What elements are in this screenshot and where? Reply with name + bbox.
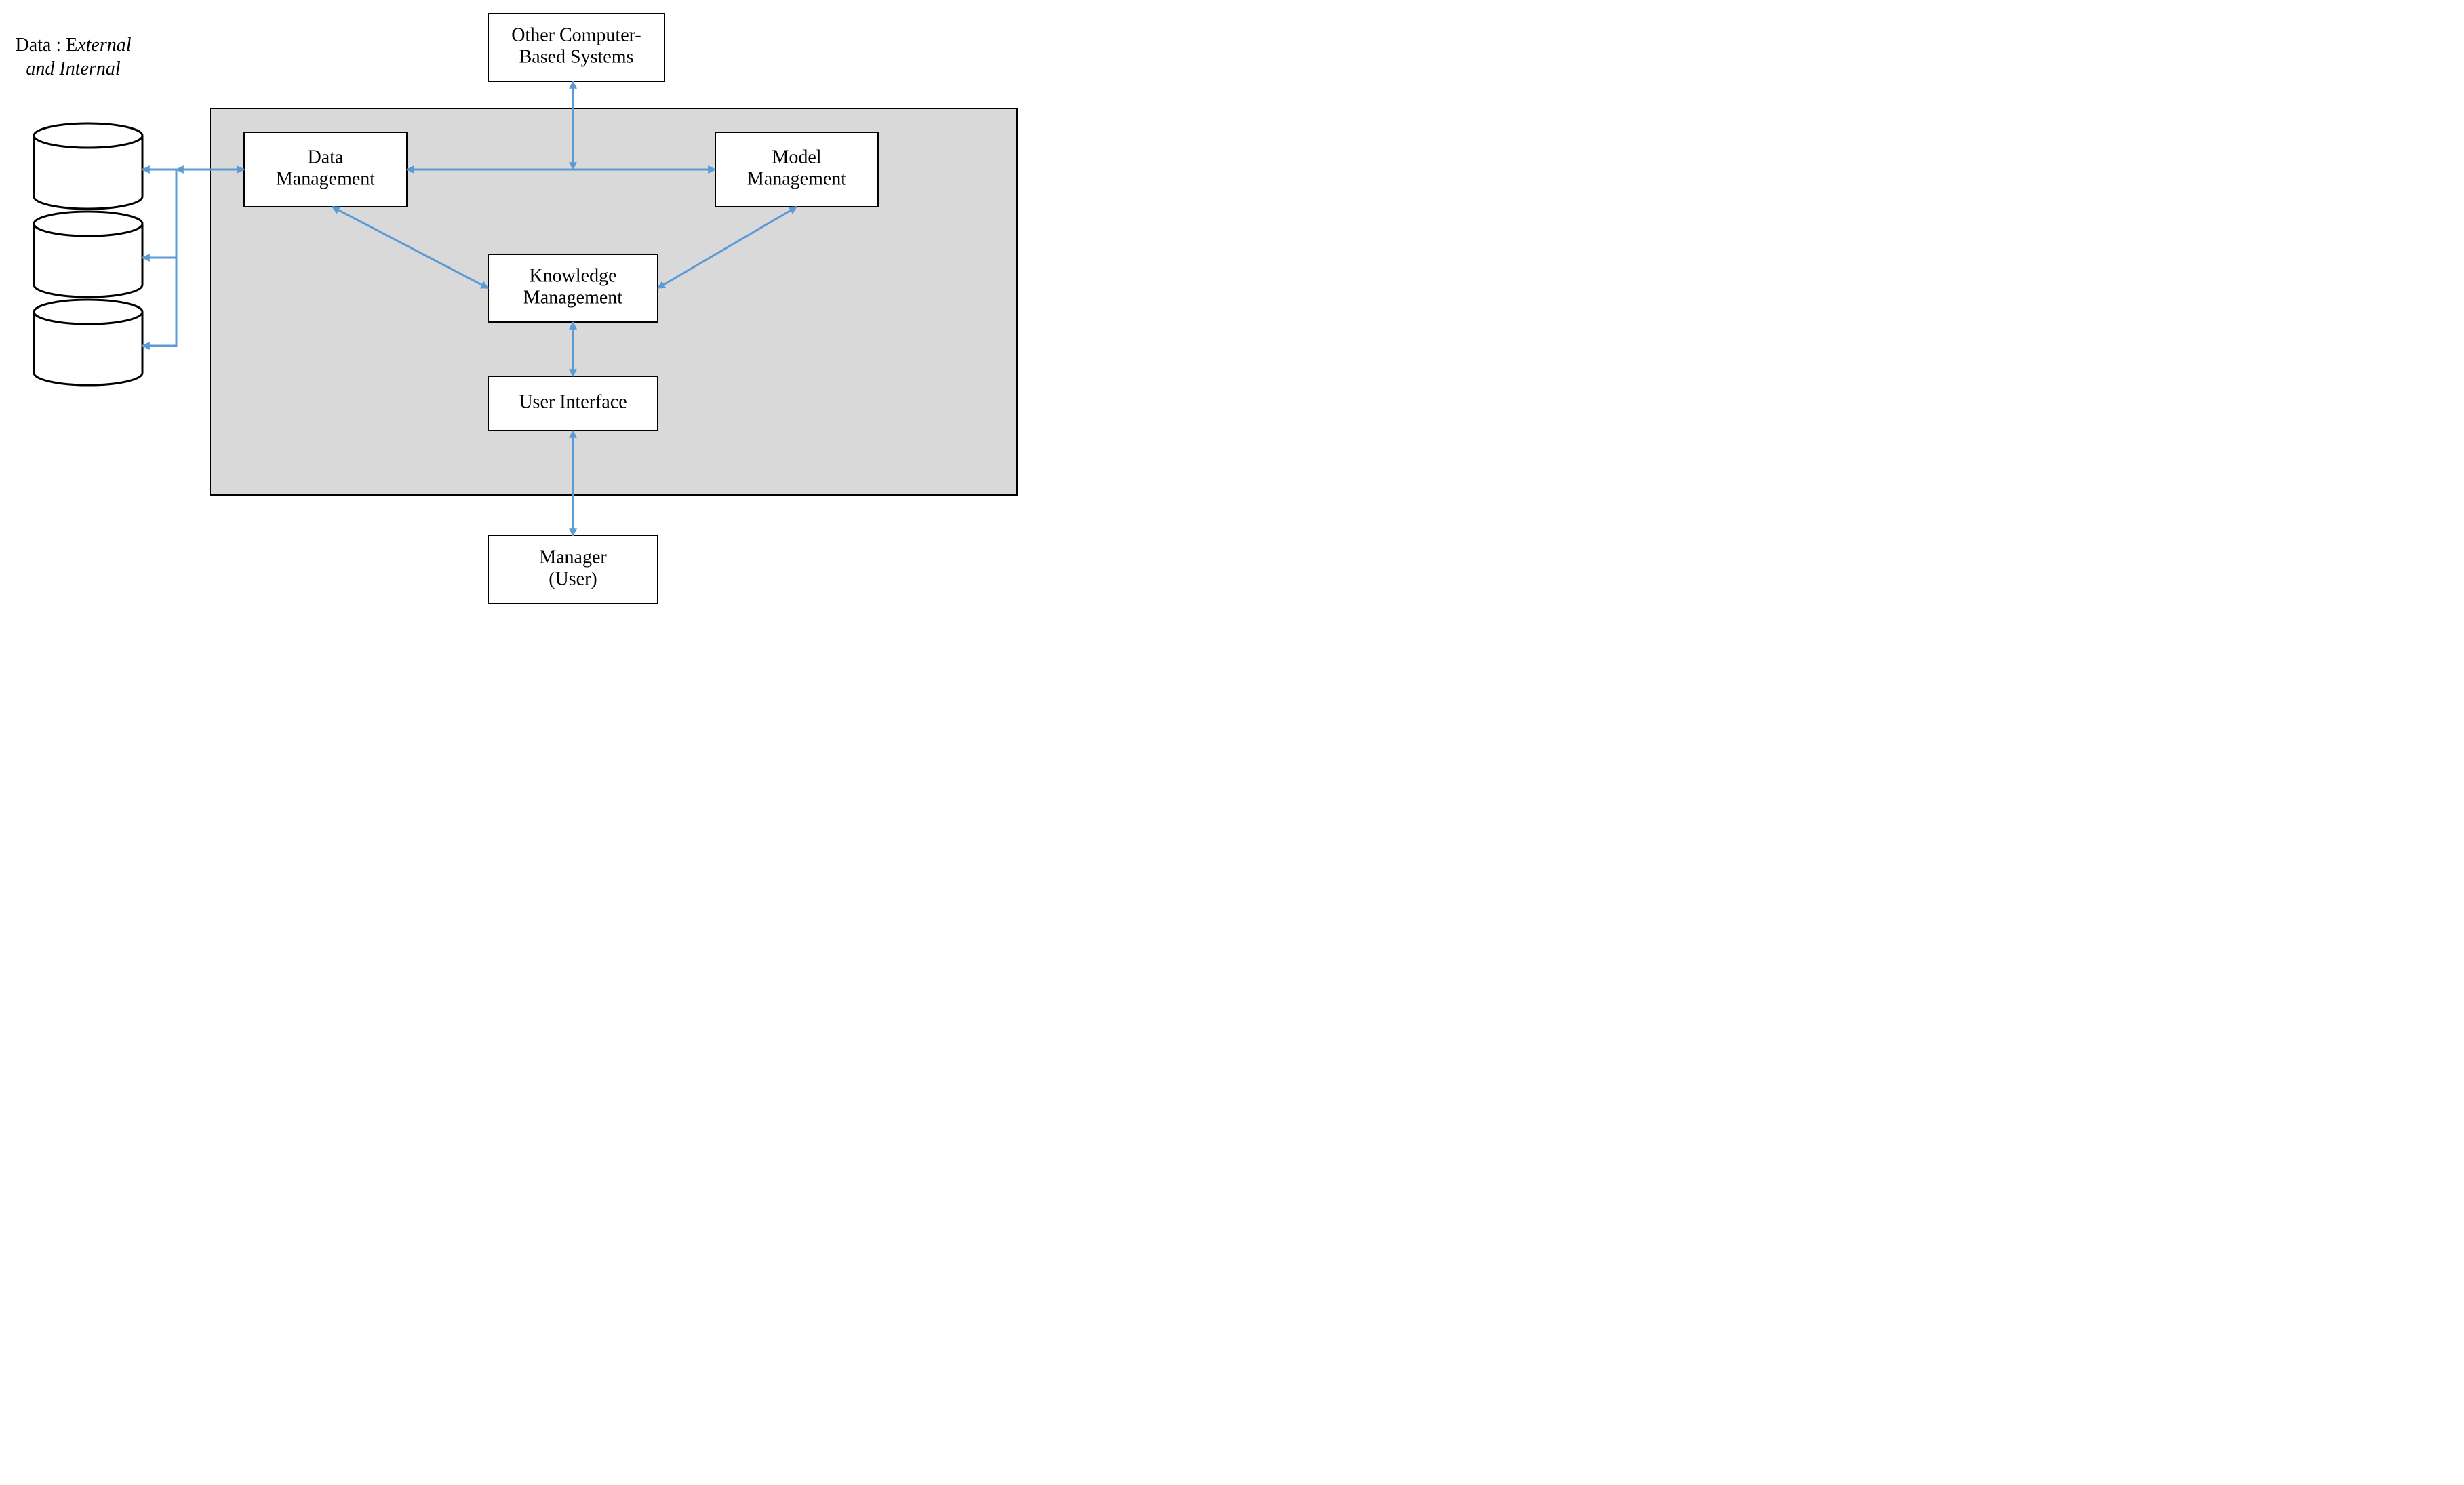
node-other-label-0: Other Computer-: [511, 24, 641, 45]
node-data_mgmt-label-1: Management: [276, 169, 375, 190]
node-manager-label-0: Manager: [539, 547, 607, 568]
node-knowledge-label-1: Management: [523, 288, 622, 309]
edge-bus-cyl2-8: [142, 170, 176, 258]
diagram-svg: Other Computer-Based SystemsDataManageme…: [0, 0, 1044, 631]
node-data_mgmt: DataManagement: [244, 132, 407, 207]
node-manager-label-1: (User): [549, 569, 597, 590]
node-model_mgmt-label-1: Management: [747, 169, 846, 190]
edge-bus-cyl3-9: [142, 258, 176, 346]
database-cylinder-2: [34, 212, 142, 297]
node-knowledge: KnowledgeManagement: [488, 254, 658, 322]
node-ui: User Interface: [488, 376, 658, 431]
database-cylinder-3: [34, 300, 142, 385]
node-model_mgmt-label-0: Model: [772, 146, 821, 167]
title-line-2: and Internal: [26, 58, 120, 79]
node-other-label-1: Based Systems: [519, 47, 634, 68]
node-knowledge-label-0: Knowledge: [529, 265, 616, 286]
node-model_mgmt: ModelManagement: [715, 132, 878, 207]
database-cylinder-1: [34, 123, 142, 209]
title-line-1: Data : External: [15, 35, 131, 56]
diagram-root: Other Computer-Based SystemsDataManageme…: [0, 0, 2464, 631]
node-other: Other Computer-Based Systems: [488, 14, 664, 81]
node-manager: Manager(User): [488, 536, 658, 603]
title: Data : Externaland Internal: [15, 35, 131, 79]
node-data_mgmt-label-0: Data: [308, 146, 344, 167]
node-ui-label-0: User Interface: [519, 391, 627, 412]
